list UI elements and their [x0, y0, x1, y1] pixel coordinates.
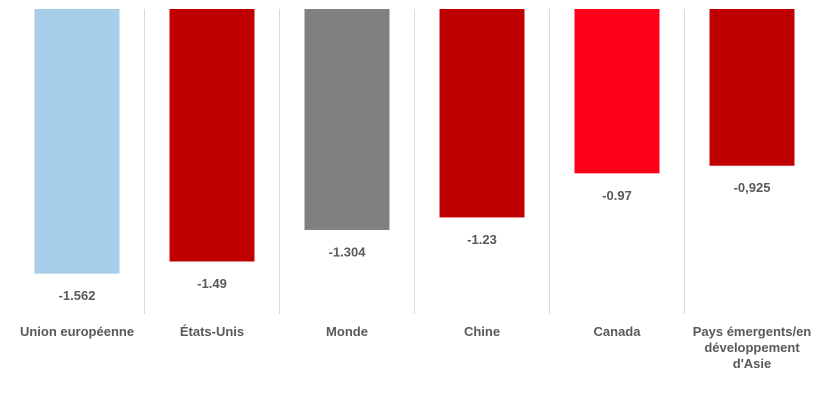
value-label: -1.562 [59, 288, 96, 303]
bar [169, 9, 255, 262]
category-label: Monde [326, 324, 368, 339]
value-label: -1.49 [197, 276, 227, 291]
value-label: -1.23 [467, 232, 497, 247]
bar [709, 9, 795, 166]
bar [34, 9, 120, 274]
value-label: -1.304 [329, 244, 367, 259]
bar [574, 9, 660, 174]
category-label: Chine [463, 324, 501, 339]
category-label: États-Unis [179, 324, 245, 339]
category-label: Pays émergents/en développement d'Asie [692, 324, 812, 371]
category-label: Union européenne [19, 324, 135, 339]
value-label: -0,925 [734, 180, 771, 195]
category-label: Canada [593, 324, 641, 339]
bar [304, 9, 390, 230]
value-label: -0.97 [602, 188, 632, 203]
bar [439, 9, 525, 218]
